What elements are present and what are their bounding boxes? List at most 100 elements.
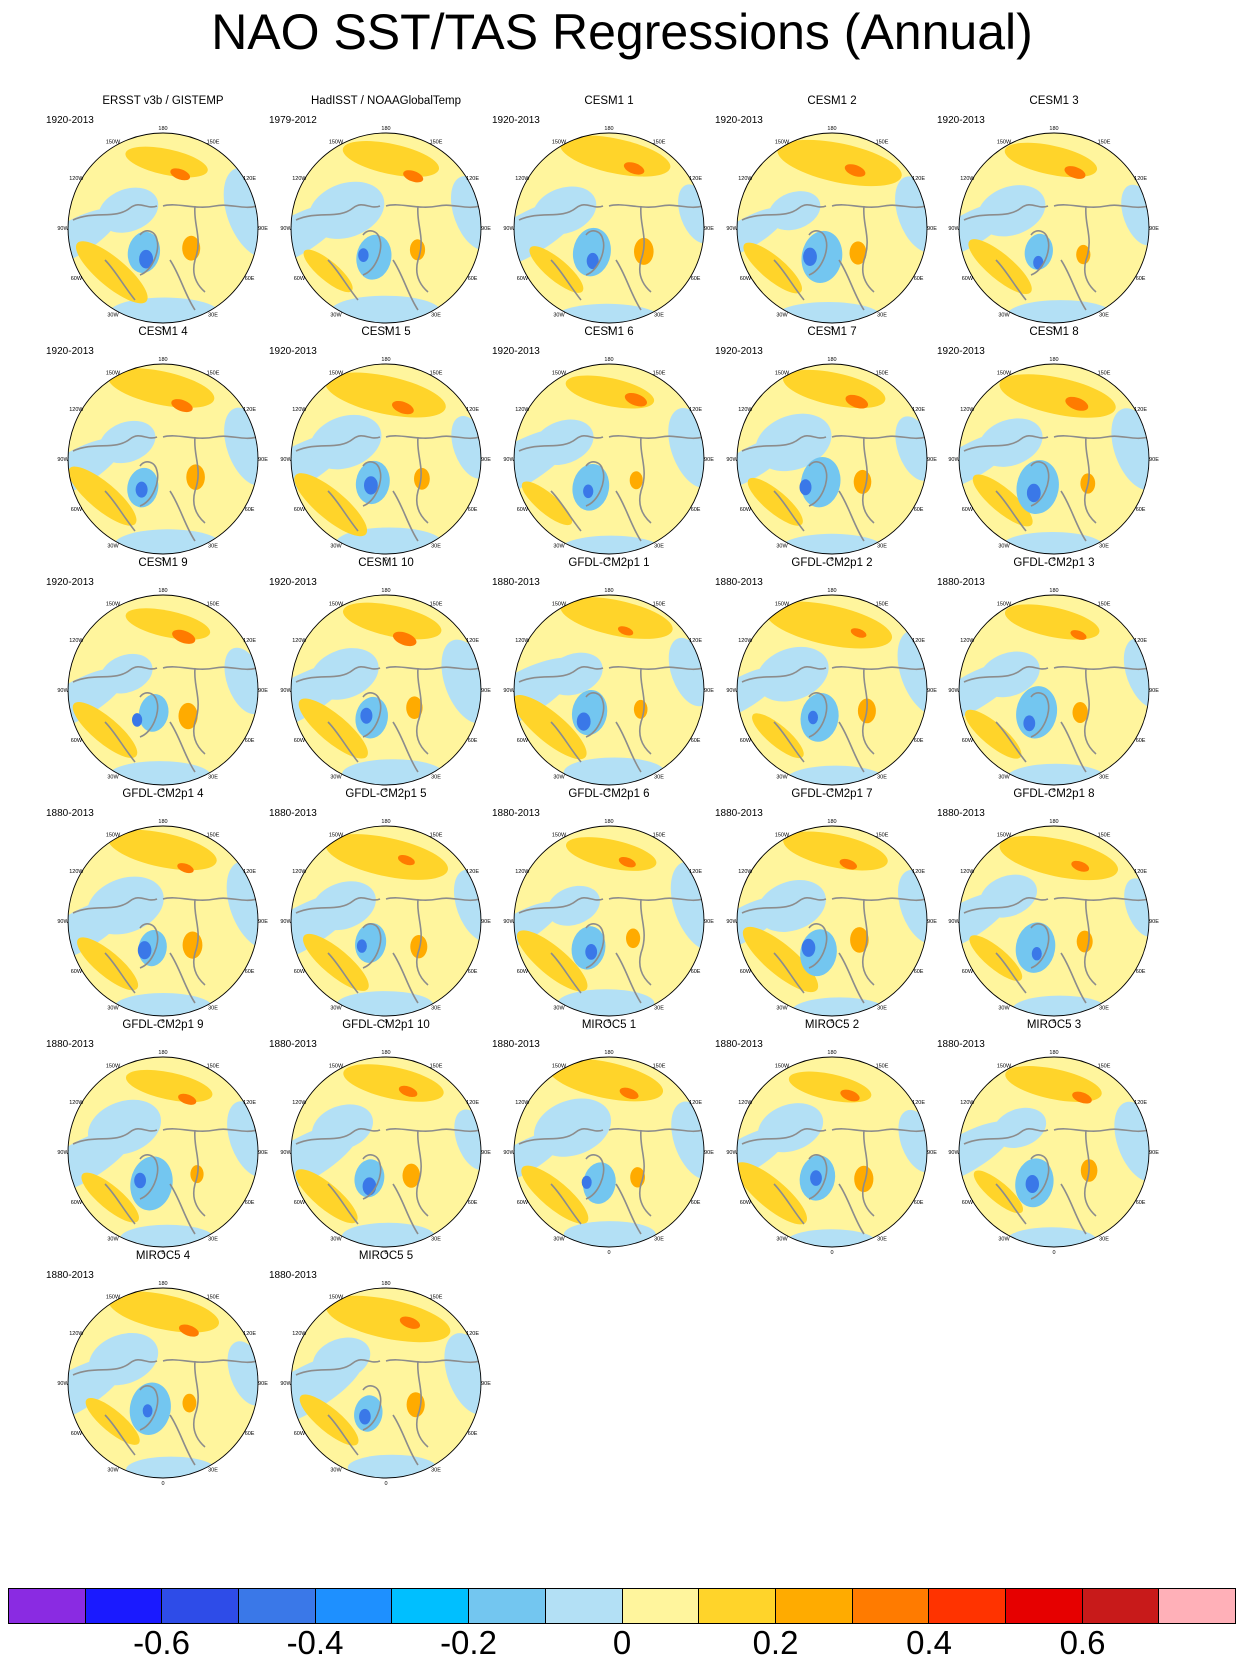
coastline (327, 1414, 359, 1456)
longitude-label: 120W (292, 869, 307, 875)
coastline (1030, 692, 1050, 738)
regression-contour (785, 1229, 877, 1247)
panel-period: 1880-2013 (46, 808, 94, 819)
longitude-label: 0 (384, 326, 387, 332)
regression-contour (303, 249, 353, 293)
longitude-label: 30E (208, 1468, 218, 1474)
longitude-label: 90E (704, 457, 714, 463)
colorbar-tick-label: 0 (612, 1624, 632, 1661)
longitude-label: 60E (914, 969, 924, 975)
coastline (838, 259, 865, 311)
map-panel: GFDL-CM2p1 2 1880-2013 180 150E 120E 90E 60E 30… (714, 556, 950, 798)
map-boundary (736, 825, 928, 1017)
coastline (861, 1129, 875, 1217)
panel-period: 1920-2013 (46, 115, 94, 126)
longitude-label: 120E (1134, 869, 1147, 875)
coastline (585, 1154, 605, 1200)
longitude-label: 30W (776, 313, 788, 319)
coastline (104, 952, 136, 994)
regression-contour (617, 626, 634, 636)
longitude-label: 30E (877, 775, 887, 781)
longitude-label: 90W (280, 1150, 292, 1156)
coastline (392, 721, 419, 773)
polar-map: 180 150E 120E 90E 60E 30E 0 30W 60W 90W 120W 150W (280, 819, 491, 1025)
longitude-label: 60E (245, 738, 255, 744)
coastline (192, 898, 206, 986)
longitude-label: 30W (998, 1237, 1010, 1243)
colorbar-tick-label: 0.2 (752, 1624, 799, 1661)
colorbar-swatch (85, 1589, 163, 1623)
map-panel: CESM1 10 1920-2013 180 150E 120E 90E 60E 30E 0 30… (268, 556, 504, 798)
coastline (1060, 490, 1087, 542)
longitude-label: 120E (243, 1100, 256, 1106)
longitude-label: 90E (481, 919, 491, 925)
coastline (295, 666, 381, 683)
panel-title: GFDL-CM2p1 8 (1013, 788, 1095, 800)
longitude-label: 90E (1149, 457, 1159, 463)
map-panel: GFDL-CM2p1 10 1880-2013 180 150E 120E 90E 60E 3… (268, 1018, 504, 1260)
coastline (608, 897, 704, 902)
longitude-label: 150W (106, 139, 121, 145)
map-panel: MIROC5 1 1880-2013 180 150E 120E 90E 60E 30E 0 30… (491, 1018, 727, 1260)
longitude-label: 60W (740, 738, 752, 744)
longitude-label: 120E (912, 638, 925, 644)
regression-contour (840, 1089, 860, 1102)
regression-contour (392, 400, 414, 415)
longitude-label: 120E (466, 638, 479, 644)
longitude-label: 120E (689, 638, 702, 644)
map-panel: CESM1 2 1920-2013 180 150E 120E 90E 60E 30E 0 30W… (714, 94, 950, 336)
chart-title: NAO SST/TAS Regressions (Annual) (211, 4, 1033, 60)
coastline (773, 721, 805, 763)
regression-contour (227, 1101, 258, 1178)
regression-contour (737, 1162, 807, 1225)
longitude-label: 150E (207, 370, 220, 376)
coastline (1053, 666, 1149, 671)
regression-contour (897, 629, 927, 716)
regression-contour (125, 608, 211, 640)
regression-contour (747, 477, 803, 526)
coastline (638, 1129, 652, 1217)
coastline (608, 1128, 704, 1133)
regression-contour (410, 935, 428, 959)
panel-title: CESM1 2 (807, 95, 857, 107)
map-panel: MIROC5 4 1880-2013 180 150E 120E 90E 60E 30E 0 30… (45, 1249, 281, 1491)
regression-contour (532, 186, 597, 235)
longitude-label: 30E (654, 1237, 664, 1243)
regression-contour (409, 239, 426, 261)
regression-contour (1114, 1101, 1149, 1182)
panel-title: CESM1 6 (584, 326, 634, 338)
longitude-label: 60W (740, 969, 752, 975)
regression-contour (406, 696, 423, 719)
coastline (808, 1154, 828, 1200)
regression-contour (1071, 860, 1090, 872)
longitude-label: 120W (738, 407, 753, 413)
longitude-label: 30W (998, 775, 1010, 781)
map-boundary (290, 132, 482, 324)
longitude-label: 150E (207, 832, 220, 838)
polar-map: 180 150E 120E 90E 60E 30E 0 30W 60W 90W 120W 150W (948, 126, 1159, 332)
regression-contour (529, 246, 584, 293)
longitude-label: 60W (962, 276, 974, 282)
regression-contour (516, 930, 588, 992)
coastline (169, 952, 196, 1004)
panel-period: 1880-2013 (269, 808, 317, 819)
longitude-label: 150E (876, 139, 889, 145)
longitude-label: 90E (258, 919, 268, 925)
regression-contour (839, 858, 857, 870)
coastline (615, 721, 642, 773)
longitude-label: 90W (280, 457, 292, 463)
regression-contour (226, 861, 258, 949)
regression-contour (1076, 930, 1093, 953)
longitude-label: 30W (330, 544, 342, 550)
regression-contour (402, 1163, 421, 1188)
longitude-label: 30E (431, 1237, 441, 1243)
panel-title: CESM1 1 (584, 95, 634, 107)
coastline (608, 435, 704, 440)
longitude-label: 120W (292, 1331, 307, 1337)
longitude-label: 30E (1099, 544, 1109, 550)
longitude-label: 30W (107, 544, 119, 550)
longitude-label: 0 (161, 1250, 164, 1256)
coastline (831, 435, 927, 440)
map-panel: CESM1 1 1920-2013 180 150E 120E 90E 60E 30E 0 30W… (491, 94, 727, 336)
coastline (838, 1183, 865, 1235)
